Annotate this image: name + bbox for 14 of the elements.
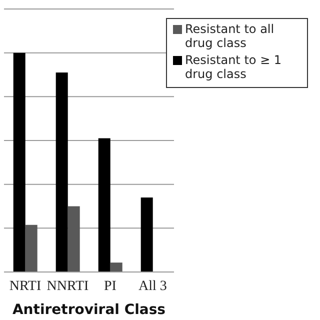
x-tick-label: PI (104, 278, 117, 294)
x-axis-title: Antiretroviral Class (12, 302, 166, 318)
bar (25, 224, 38, 272)
bar (140, 197, 153, 272)
bar (13, 52, 26, 272)
legend-label: Resistant to ≥ 1 drug class (185, 53, 283, 81)
bar (110, 262, 122, 272)
bar (98, 138, 110, 272)
bar (56, 72, 68, 272)
x-tick-label: All 3 (138, 278, 167, 294)
legend-label: Resistant to all drug class (185, 22, 276, 50)
bar (68, 206, 80, 272)
x-tick-label: NRTI (9, 278, 42, 294)
x-tick-label: NNRTI (46, 278, 90, 294)
